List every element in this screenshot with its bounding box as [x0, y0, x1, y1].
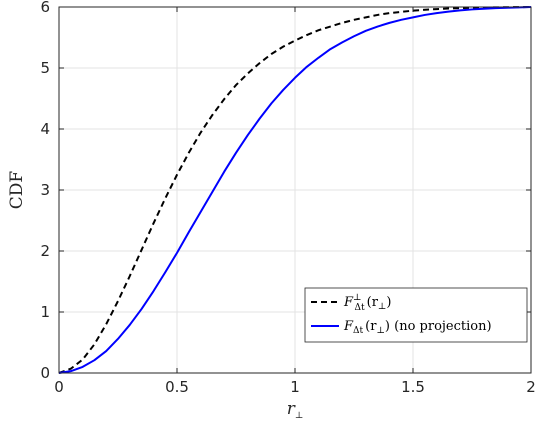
y-tick-label: 0	[40, 364, 50, 382]
ticks	[58, 6, 532, 374]
y-tick-label: 5	[40, 59, 50, 77]
x-axis-label: r⊥	[287, 399, 304, 421]
legend-label-series-2: FΔt (r⊥) (no projection)	[343, 319, 492, 336]
x-tick-label: 0.5	[165, 378, 189, 396]
x-tick-label: 0	[54, 378, 64, 396]
tick-labels: 0 0.5 1 1.5 2 0 1 2 3 4 5 6	[40, 0, 535, 396]
legend: F⊥ Δt (r⊥) FΔt (r⊥) (no projection)	[304, 287, 528, 343]
series-line-1	[58, 6, 532, 374]
y-tick-label: 2	[40, 242, 50, 260]
y-tick-label: 6	[40, 0, 50, 16]
x-tick-label: 2	[526, 378, 536, 396]
x-tick-label: 1.5	[401, 378, 425, 396]
legend-label-series-1: F⊥ Δt (r⊥)	[343, 293, 391, 313]
x-tick-label: 1	[290, 378, 300, 396]
y-tick-label: 1	[40, 303, 50, 321]
series-line-2	[58, 6, 532, 374]
grid	[58, 6, 532, 374]
y-tick-label: 3	[40, 181, 50, 199]
y-axis-label: CDF	[7, 171, 27, 210]
y-tick-label: 4	[40, 120, 50, 138]
series-layer	[58, 6, 532, 374]
legend-box	[304, 287, 528, 343]
